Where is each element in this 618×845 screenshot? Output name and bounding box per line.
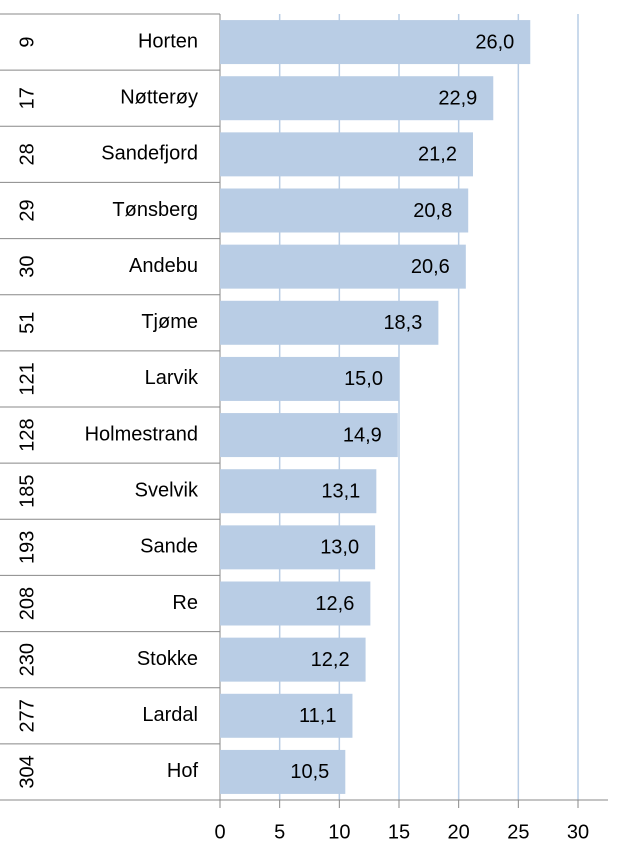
rank-label: 193 <box>16 531 38 564</box>
category-label: Lardal <box>142 704 198 726</box>
value-label: 10,5 <box>290 761 329 783</box>
rank-label: 9 <box>16 37 38 48</box>
value-label: 12,6 <box>315 593 354 615</box>
value-label: 12,2 <box>311 649 350 671</box>
x-tick-label: 15 <box>388 821 410 843</box>
value-label: 13,0 <box>320 537 359 559</box>
bar <box>220 188 469 233</box>
category-label: Holmestrand <box>85 423 198 445</box>
bar <box>220 693 353 738</box>
value-label: 18,3 <box>383 312 422 334</box>
category-label: Sande <box>140 536 198 558</box>
rank-label: 121 <box>16 362 38 395</box>
rank-label: 30 <box>16 256 38 278</box>
bar <box>220 637 366 682</box>
bar <box>220 20 531 65</box>
bar <box>220 132 473 177</box>
value-label: 26,0 <box>475 31 514 53</box>
x-tick-label: 5 <box>274 821 285 843</box>
value-label: 20,8 <box>413 200 452 222</box>
value-label: 15,0 <box>344 368 383 390</box>
bar <box>220 244 466 289</box>
category-label: Larvik <box>145 367 199 389</box>
category-label: Nøtterøy <box>120 86 198 108</box>
value-label: 20,6 <box>411 256 450 278</box>
rank-label: 277 <box>16 699 38 732</box>
x-tick-label: 30 <box>567 821 589 843</box>
rank-label: 230 <box>16 643 38 676</box>
bar <box>220 469 377 514</box>
bar <box>220 413 398 458</box>
bar <box>220 581 371 626</box>
category-label: Andebu <box>129 255 198 277</box>
rank-label: 304 <box>16 755 38 788</box>
rank-label: 28 <box>16 143 38 165</box>
x-tick-label: 25 <box>507 821 529 843</box>
value-label: 22,9 <box>438 87 477 109</box>
category-label: Tønsberg <box>112 199 198 221</box>
rank-label: 128 <box>16 418 38 451</box>
x-tick-label: 0 <box>214 821 225 843</box>
rank-label: 51 <box>16 312 38 334</box>
bar <box>220 749 346 794</box>
bar <box>220 525 376 570</box>
bar <box>220 300 439 345</box>
rank-label: 29 <box>16 199 38 221</box>
bar <box>220 356 399 401</box>
value-label: 14,9 <box>343 424 382 446</box>
category-label: Horten <box>138 30 198 52</box>
category-label: Sandefjord <box>101 143 198 165</box>
bar <box>220 76 494 121</box>
category-label: Stokke <box>137 648 198 670</box>
category-label: Hof <box>167 760 199 782</box>
category-label: Re <box>172 592 198 614</box>
x-tick-label: 20 <box>448 821 470 843</box>
x-tick-label: 10 <box>328 821 350 843</box>
category-label: Tjøme <box>141 311 198 333</box>
value-label: 13,1 <box>321 480 360 502</box>
category-label: Svelvik <box>135 479 199 501</box>
rank-label: 185 <box>16 475 38 508</box>
value-label: 11,1 <box>299 705 336 727</box>
rank-label: 17 <box>16 87 38 109</box>
value-label: 21,2 <box>418 144 457 166</box>
rank-label: 208 <box>16 587 38 620</box>
